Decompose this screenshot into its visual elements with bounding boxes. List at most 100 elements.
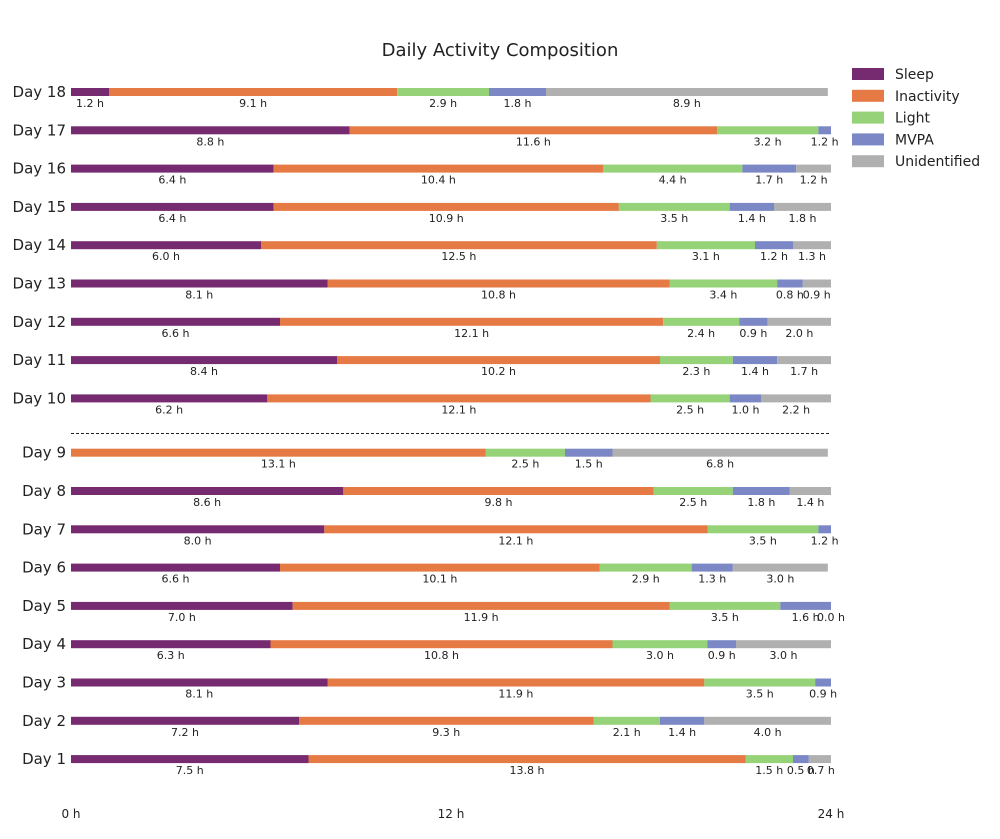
segment-label: 3.0 h — [766, 573, 794, 586]
segment-label: 1.2 h — [811, 534, 839, 547]
bar-segment-mvpa — [732, 487, 790, 495]
segment-label: 9.1 h — [239, 97, 267, 110]
bar-segment-inactivity — [324, 525, 708, 534]
bar-segment-unidentified — [793, 241, 831, 250]
day-row: Day 8 8.6 h 9.8 h 2.5 h 1.8 h 1.4 h — [22, 482, 831, 509]
segment-label: 11.9 h — [464, 611, 499, 624]
bar-segment-inactivity — [261, 241, 657, 250]
bar-segment-inactivity — [343, 487, 654, 495]
bar-segment-mvpa — [660, 716, 705, 725]
segment-label: 2.3 h — [682, 365, 710, 378]
bar-segment-inactivity — [308, 755, 746, 764]
bar-segment-mvpa — [739, 317, 768, 326]
bar-segment-light — [704, 678, 816, 687]
bar-segment-mvpa — [691, 563, 733, 572]
segment-label: 1.2 h — [76, 97, 104, 110]
bar-segment-light — [653, 487, 733, 495]
legend-label: Inactivity — [895, 89, 960, 105]
day-row: Day 11 8.4 h 10.2 h 2.3 h 1.4 h 1.7 h — [13, 351, 831, 378]
segment-label: 0.9 h — [809, 688, 837, 701]
segment-label: 10.9 h — [429, 212, 464, 225]
segment-label: 1.6 h — [792, 611, 820, 624]
day-label: Day 5 — [22, 597, 66, 615]
x-tick-label: 12 h — [438, 807, 465, 821]
day-label: Day 13 — [13, 275, 66, 293]
legend-swatch — [852, 133, 884, 146]
bar-segment-mvpa — [729, 202, 774, 211]
bar-segment-mvpa — [707, 640, 736, 649]
segment-label: 4.0 h — [754, 726, 782, 739]
bar-segment-light — [618, 202, 730, 211]
segment-label: 11.9 h — [498, 688, 533, 701]
segment-label: 3.1 h — [692, 250, 720, 263]
bar-segment-sleep — [71, 394, 268, 403]
bar-segment-unidentified — [777, 356, 831, 365]
day-label: Day 8 — [22, 482, 66, 500]
bar-segment-inactivity — [292, 601, 670, 610]
segment-label: 3.5 h — [660, 212, 688, 225]
day-row: Day 9 13.1 h 2.5 h 1.5 h 6.8 h — [22, 444, 828, 471]
segment-label: 1.2 h — [760, 250, 788, 263]
bar-segment-sleep — [71, 563, 280, 572]
bar-segment-sleep — [71, 716, 299, 725]
bar-segment-unidentified — [546, 88, 828, 96]
bar-segment-sleep — [71, 525, 325, 534]
segment-label: 2.0 h — [785, 327, 813, 340]
segment-label: 1.5 h — [575, 458, 603, 471]
day-label: Day 17 — [13, 121, 66, 139]
segment-label: 1.0 h — [732, 403, 760, 416]
bar-segment-light — [397, 88, 489, 96]
segment-label: 1.3 h — [798, 250, 826, 263]
segment-label: 7.0 h — [168, 611, 196, 624]
segment-label: 0.9 h — [708, 649, 736, 662]
legend-swatch — [852, 155, 884, 168]
segment-label: 1.8 h — [504, 97, 532, 110]
segment-label: 8.8 h — [196, 135, 224, 148]
bar-segment-inactivity — [327, 678, 705, 687]
segment-label: 10.8 h — [481, 289, 516, 302]
bar-segment-light — [663, 317, 740, 326]
bar-segment-inactivity — [327, 279, 670, 288]
segment-label: 3.0 h — [770, 649, 798, 662]
bar-segment-sleep — [71, 678, 328, 687]
segment-label: 1.7 h — [790, 365, 818, 378]
legend-label: MVPA — [895, 132, 934, 148]
day-label: Day 7 — [22, 520, 66, 538]
x-axis: 0 h 12 h 24 h — [61, 807, 844, 821]
day-label: Day 4 — [22, 635, 66, 653]
bar-segment-inactivity — [267, 394, 651, 403]
bar-segment-unidentified — [796, 164, 831, 173]
x-tick-label: 0 h — [61, 807, 80, 821]
x-tick-label: 24 h — [818, 807, 845, 821]
segment-label: 8.9 h — [673, 97, 701, 110]
bar-segment-light — [612, 640, 708, 649]
bar-segment-inactivity — [349, 126, 717, 135]
segment-label: 8.1 h — [185, 688, 213, 701]
segment-label: 10.2 h — [481, 365, 516, 378]
segment-label: 3.0 h — [646, 649, 674, 662]
segment-label: 8.0 h — [184, 534, 212, 547]
bar-segment-light — [660, 356, 733, 365]
segment-label: 3.5 h — [711, 611, 739, 624]
segment-label: 1.5 h — [755, 764, 783, 777]
legend-swatch — [852, 111, 884, 124]
bar-segment-unidentified — [612, 448, 828, 457]
day-label: Day 15 — [13, 198, 66, 216]
day-label: Day 16 — [13, 160, 66, 178]
segment-label: 7.5 h — [176, 764, 204, 777]
bar-segment-unidentified — [761, 394, 831, 403]
day-row: Day 14 6.0 h 12.5 h 3.1 h 1.2 h 1.3 h — [13, 236, 831, 263]
bar-segment-mvpa — [818, 126, 831, 135]
day-label: Day 12 — [13, 313, 66, 331]
day-label: Day 14 — [13, 236, 66, 254]
day-row: Day 6 6.6 h 10.1 h 2.9 h 1.3 h 3.0 h — [22, 559, 828, 586]
day-row: Day 10 6.2 h 12.1 h 2.5 h 1.0 h 2.2 h — [13, 389, 831, 416]
bar-segment-mvpa — [793, 755, 809, 764]
bar-segment-unidentified — [774, 202, 831, 211]
segment-label: 0.8 h — [776, 289, 804, 302]
bar-segment-mvpa — [742, 164, 797, 173]
bar-segment-mvpa — [729, 394, 762, 403]
day-row: Day 16 6.4 h 10.4 h 4.4 h 1.7 h 1.2 h — [13, 160, 831, 187]
segment-label: 8.1 h — [185, 289, 213, 302]
bar-segment-unidentified — [736, 640, 831, 649]
